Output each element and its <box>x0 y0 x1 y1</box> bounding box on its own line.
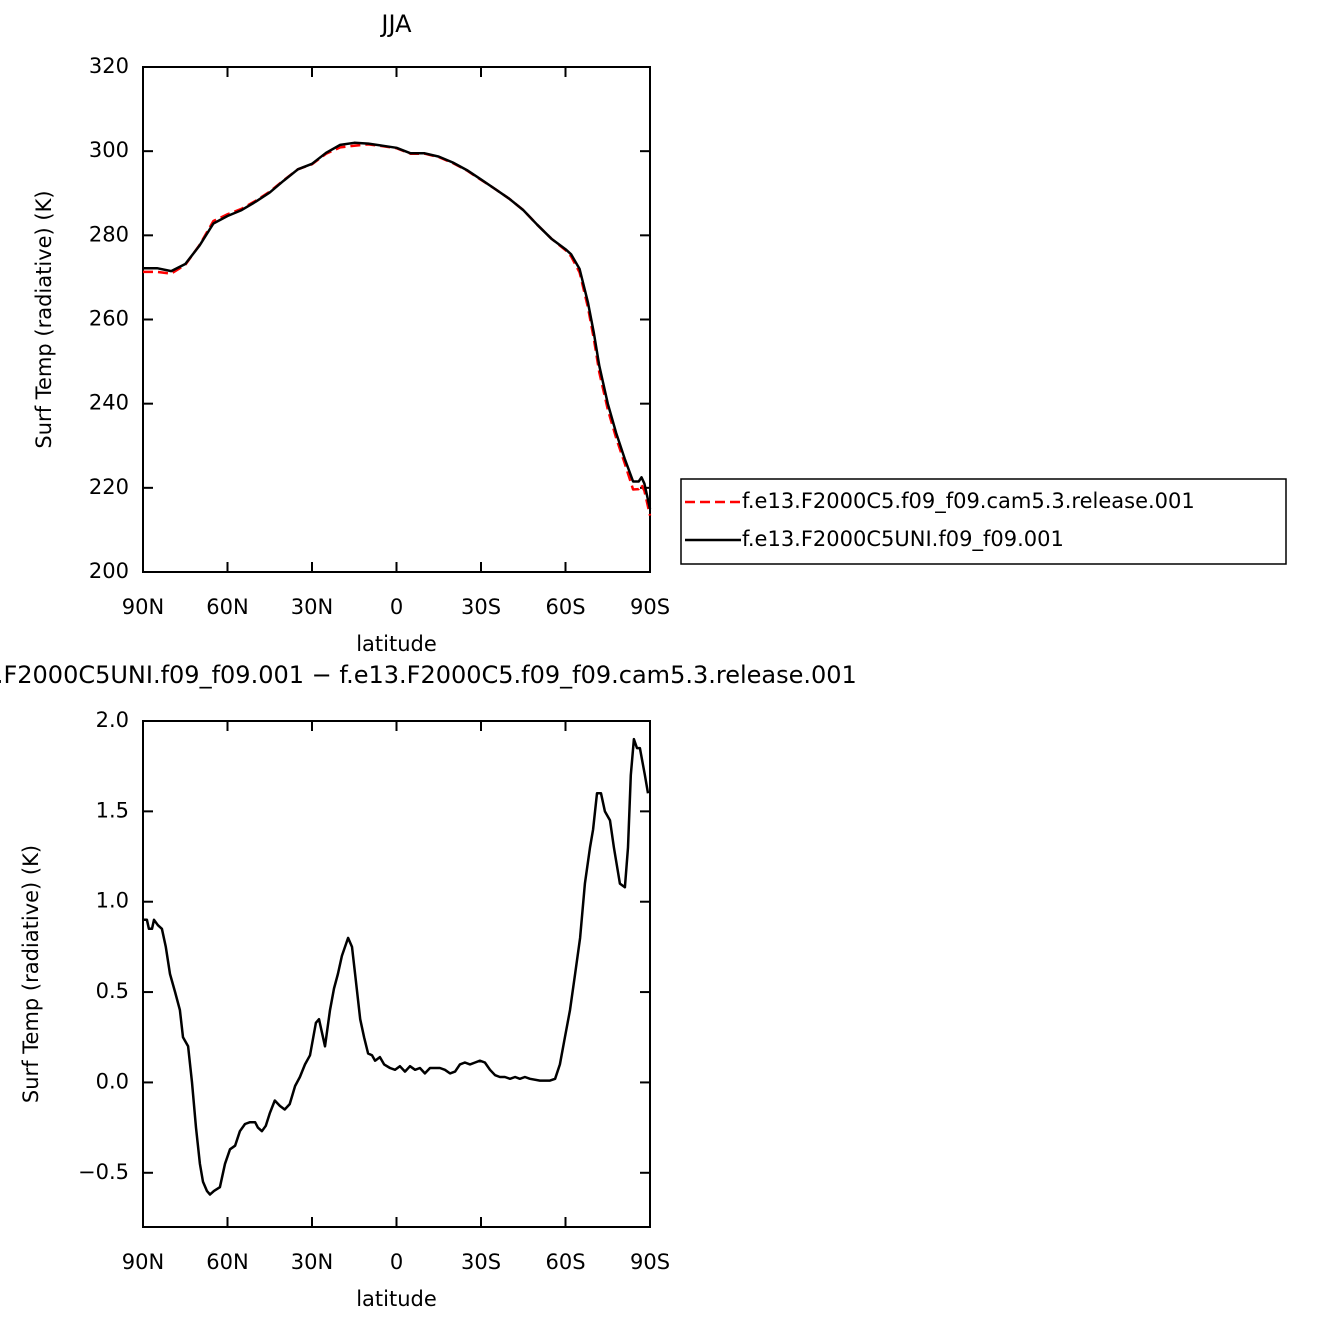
y-tick-label: 260 <box>89 307 129 331</box>
x-tick-label: 60S <box>545 1250 585 1274</box>
x-axis-label: latitude <box>356 1287 437 1311</box>
y-tick-label: 1.0 <box>96 889 129 913</box>
y-tick-label: 280 <box>89 222 129 246</box>
y-tick-label: 300 <box>89 138 129 162</box>
x-tick-label: 60S <box>545 595 585 619</box>
y-tick-label: −0.5 <box>78 1160 129 1184</box>
y-axis-label: Surf Temp (radiative) (K) <box>19 845 43 1103</box>
y-tick-label: 200 <box>89 559 129 583</box>
data-line <box>143 737 650 1196</box>
y-tick-label: 240 <box>89 391 129 415</box>
y-tick-label: 0.0 <box>96 1069 129 1093</box>
y-axis-label: Surf Temp (radiative) (K) <box>32 190 56 448</box>
chart-title: f.e13.F2000C5UNI.f09_f09.001 − f.e13.F20… <box>0 661 857 689</box>
x-tick-label: 90N <box>122 1250 164 1274</box>
x-axis-label: latitude <box>356 632 437 656</box>
x-tick-label: 30N <box>291 595 333 619</box>
data-line <box>143 143 652 516</box>
y-tick-label: 1.5 <box>96 798 129 822</box>
y-tick-label: 2.0 <box>96 708 129 732</box>
x-tick-label: 90S <box>630 595 670 619</box>
y-tick-label: 0.5 <box>96 979 129 1003</box>
x-tick-label: 60N <box>206 595 248 619</box>
plot-frame <box>142 720 651 1228</box>
legend-label: f.e13.F2000C5UNI.f09_f09.001 <box>742 527 1064 552</box>
chart-title: JJA <box>379 10 412 38</box>
legend-box <box>680 478 1287 565</box>
plot-frame <box>142 66 651 573</box>
x-tick-label: 90S <box>630 1250 670 1274</box>
x-tick-label: 30S <box>461 1250 501 1274</box>
x-tick-label: 30N <box>291 1250 333 1274</box>
x-tick-label: 30S <box>461 595 501 619</box>
y-tick-label: 320 <box>89 54 129 78</box>
data-line <box>143 141 652 510</box>
x-tick-label: 60N <box>206 1250 248 1274</box>
x-tick-label: 90N <box>122 595 164 619</box>
x-tick-label: 0 <box>390 1250 403 1274</box>
y-tick-label: 220 <box>89 475 129 499</box>
x-tick-label: 0 <box>390 595 403 619</box>
legend-label: f.e13.F2000C5.f09_f09.cam5.3.release.001 <box>742 489 1195 514</box>
